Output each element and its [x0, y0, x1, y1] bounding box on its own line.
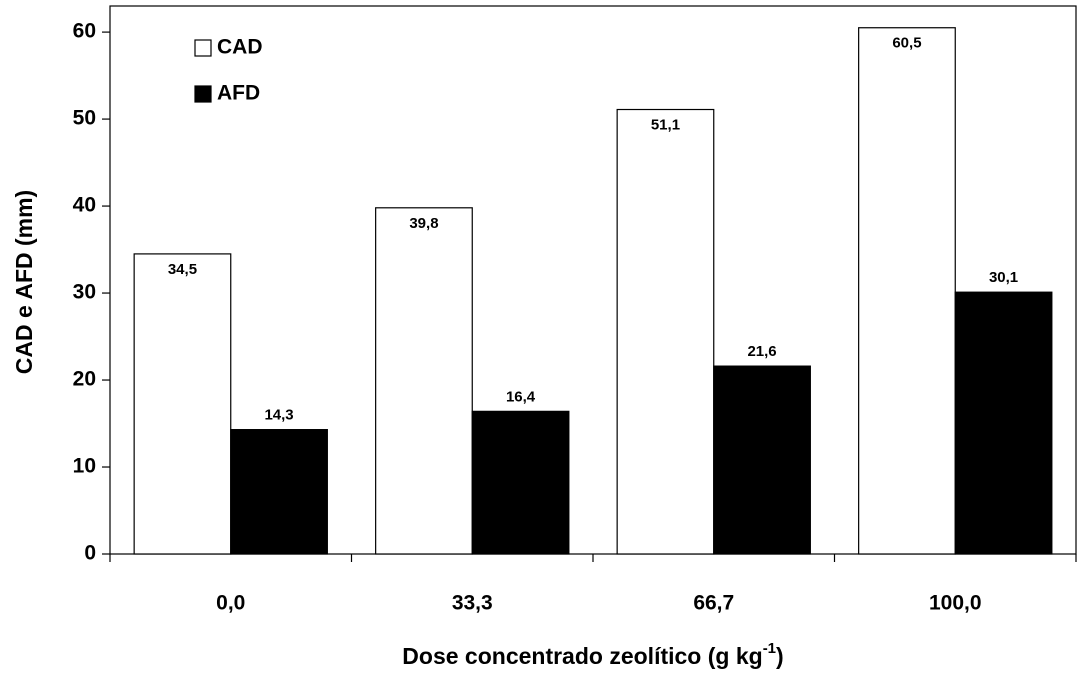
y-tick-label: 50 [73, 107, 96, 130]
bar [375, 207, 473, 555]
value-label: 14,3 [264, 407, 293, 424]
value-label: 60,5 [892, 35, 921, 52]
y-tick-label: 40 [73, 194, 96, 217]
value-label: 16,4 [506, 388, 536, 405]
bar [858, 27, 956, 555]
x-axis-title: Dose concentrado zeolítico (g kg-1) [402, 640, 783, 669]
y-tick-label: 60 [73, 20, 96, 43]
legend-swatch [194, 85, 212, 103]
bar [133, 253, 232, 555]
legend-label: CAD [217, 36, 263, 59]
value-label: 34,5 [168, 261, 197, 278]
bar [713, 365, 811, 555]
x-axis-title-sup: -1 [763, 640, 776, 657]
y-tick-label: 20 [73, 368, 96, 391]
legend-swatch [194, 39, 212, 57]
x-axis-title-main: Dose concentrado zeolítico (g kg [402, 643, 762, 669]
bar [954, 291, 1053, 555]
y-axis-title: CAD e AFD (mm) [11, 190, 37, 374]
y-tick-label: 30 [73, 281, 96, 304]
y-tick-label: 10 [73, 455, 96, 478]
legend-label: AFD [217, 82, 260, 105]
y-tick-label: 0 [84, 542, 96, 565]
value-label: 39,8 [409, 215, 438, 232]
x-tick-label: 33,3 [452, 592, 493, 615]
x-axis-title-end: ) [776, 643, 784, 669]
x-tick-label: 66,7 [693, 592, 734, 615]
value-label: 30,1 [989, 269, 1018, 286]
x-tick-label: 0,0 [216, 592, 245, 615]
bar [471, 410, 570, 555]
value-label: 51,1 [651, 116, 680, 133]
x-tick-label: 100,0 [929, 592, 982, 615]
bar [616, 108, 715, 555]
value-label: 21,6 [747, 343, 776, 360]
bar [230, 429, 328, 555]
